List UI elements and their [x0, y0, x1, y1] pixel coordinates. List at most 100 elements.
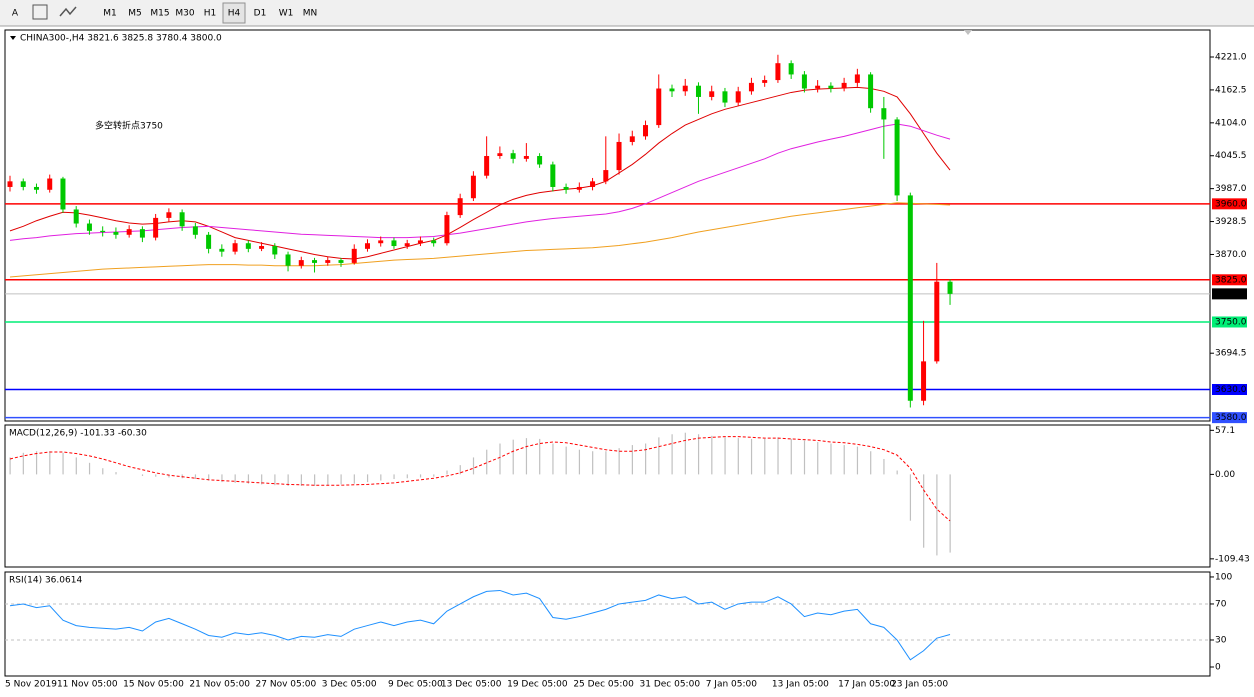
y-tick-label: -109.43 — [1215, 554, 1250, 564]
macd-bar — [909, 474, 912, 521]
candle-body — [7, 181, 13, 187]
macd-bar — [764, 438, 766, 475]
candle-body — [841, 82, 847, 89]
timeframe-button[interactable]: M1 — [103, 9, 117, 19]
candle-body — [338, 260, 344, 263]
y-tick-label: 0.00 — [1215, 470, 1235, 480]
macd-bar — [194, 474, 197, 480]
y-tick-label: 4162.5 — [1215, 85, 1247, 95]
candle-body — [404, 243, 410, 247]
candle-body — [351, 248, 357, 263]
candle-body — [788, 63, 794, 75]
x-tick-label: 31 Dec 05:00 — [640, 680, 701, 690]
macd-bar — [790, 438, 792, 475]
price-level-label: 3630.0 — [1215, 385, 1247, 395]
macd-bar — [539, 438, 541, 475]
timeframe-button[interactable]: H1 — [204, 9, 217, 19]
macd-bar — [419, 474, 422, 478]
candle-body — [722, 91, 728, 103]
candle-body — [709, 91, 715, 97]
timeframe-button[interactable]: M5 — [128, 9, 142, 19]
x-tick-label: 13 Jan 05:00 — [772, 680, 829, 690]
candle-body — [590, 181, 596, 187]
price-level-label: 3960.0 — [1215, 199, 1247, 209]
toolbar — [0, 0, 1254, 26]
candle-body — [537, 156, 543, 165]
candle-body — [325, 260, 331, 263]
y-tick-label: 3694.5 — [1215, 349, 1247, 359]
candle-body — [748, 82, 754, 92]
x-tick-label: 17 Jan 05:00 — [838, 680, 895, 690]
x-tick-label: 21 Nov 05:00 — [189, 680, 250, 690]
candle-body — [470, 175, 476, 199]
timeframe-button[interactable]: MN — [303, 9, 318, 19]
macd-bar — [817, 441, 819, 475]
macd-bar — [366, 474, 369, 483]
macd-bar — [221, 474, 223, 483]
macd-bar — [777, 437, 779, 475]
candle-body — [828, 85, 834, 89]
panel-title: MACD(12,26,9) -101.33 -60.30 — [9, 429, 147, 439]
macd-bar — [923, 474, 925, 548]
macd-bar — [62, 452, 64, 475]
candle-body — [815, 85, 821, 89]
macd-bar — [168, 474, 170, 478]
price-level-tag — [1212, 412, 1247, 424]
macd-bar — [433, 474, 435, 477]
price-level-tag — [1212, 383, 1247, 395]
candle-body — [364, 243, 370, 249]
x-tick-label: 13 Dec 05:00 — [441, 680, 502, 690]
candle-body — [417, 240, 423, 244]
timeframe-button[interactable]: W1 — [279, 9, 294, 19]
macd-bar — [724, 437, 726, 475]
collapse-icon[interactable] — [10, 36, 16, 40]
candle-body — [576, 186, 582, 190]
macd-bar — [406, 474, 408, 479]
candle-body — [33, 186, 39, 190]
candle-body — [206, 234, 212, 249]
candle-body — [775, 63, 781, 81]
panel-title: RSI(14) 36.0614 — [9, 576, 82, 586]
macd-bar — [208, 474, 210, 481]
line-tool-button[interactable] — [59, 6, 77, 17]
price-level-label: 3750.0 — [1215, 317, 1247, 327]
candle-body — [695, 85, 701, 97]
candle-body — [894, 119, 900, 196]
timeframe-button[interactable]: D1 — [254, 9, 267, 19]
macd-bar — [671, 434, 673, 475]
crosshair-button[interactable] — [32, 4, 48, 20]
macd-bar — [565, 446, 567, 475]
y-tick-label: 3870.0 — [1215, 250, 1247, 260]
indicator-line — [9, 123, 951, 241]
y-tick-label: 57.1 — [1215, 426, 1235, 436]
macd-bar — [88, 462, 91, 475]
x-tick-label: 19 Dec 05:00 — [507, 680, 568, 690]
candle-body — [497, 153, 503, 157]
timeframe-button[interactable]: M15 — [150, 9, 169, 19]
macd-bar — [380, 474, 382, 481]
macd-bar — [446, 470, 448, 475]
x-tick-label: 9 Dec 05:00 — [388, 680, 443, 690]
price-level-tag — [1212, 274, 1247, 286]
candle-body — [179, 212, 185, 227]
macd-bar — [697, 434, 700, 475]
macd-bar — [314, 474, 316, 486]
macd-bar — [843, 445, 845, 475]
candle-body — [166, 212, 172, 218]
timeframe-button[interactable]: M30 — [175, 9, 194, 19]
candle-body — [762, 80, 768, 83]
macd-bar — [486, 449, 488, 475]
candle-body — [259, 246, 265, 249]
macd-bar — [327, 474, 329, 486]
candle-body — [444, 215, 450, 244]
candle-body — [232, 243, 238, 252]
indicator-line — [9, 589, 951, 661]
x-tick-label: 7 Jan 05:00 — [706, 680, 758, 690]
price-level-label: 3800.0 — [1215, 289, 1247, 299]
candle-body — [947, 281, 953, 294]
font-button[interactable]: A — [12, 9, 19, 19]
timeframe-button[interactable]: H4 — [228, 9, 241, 19]
candle-body — [881, 108, 887, 120]
candle-body — [854, 74, 860, 83]
